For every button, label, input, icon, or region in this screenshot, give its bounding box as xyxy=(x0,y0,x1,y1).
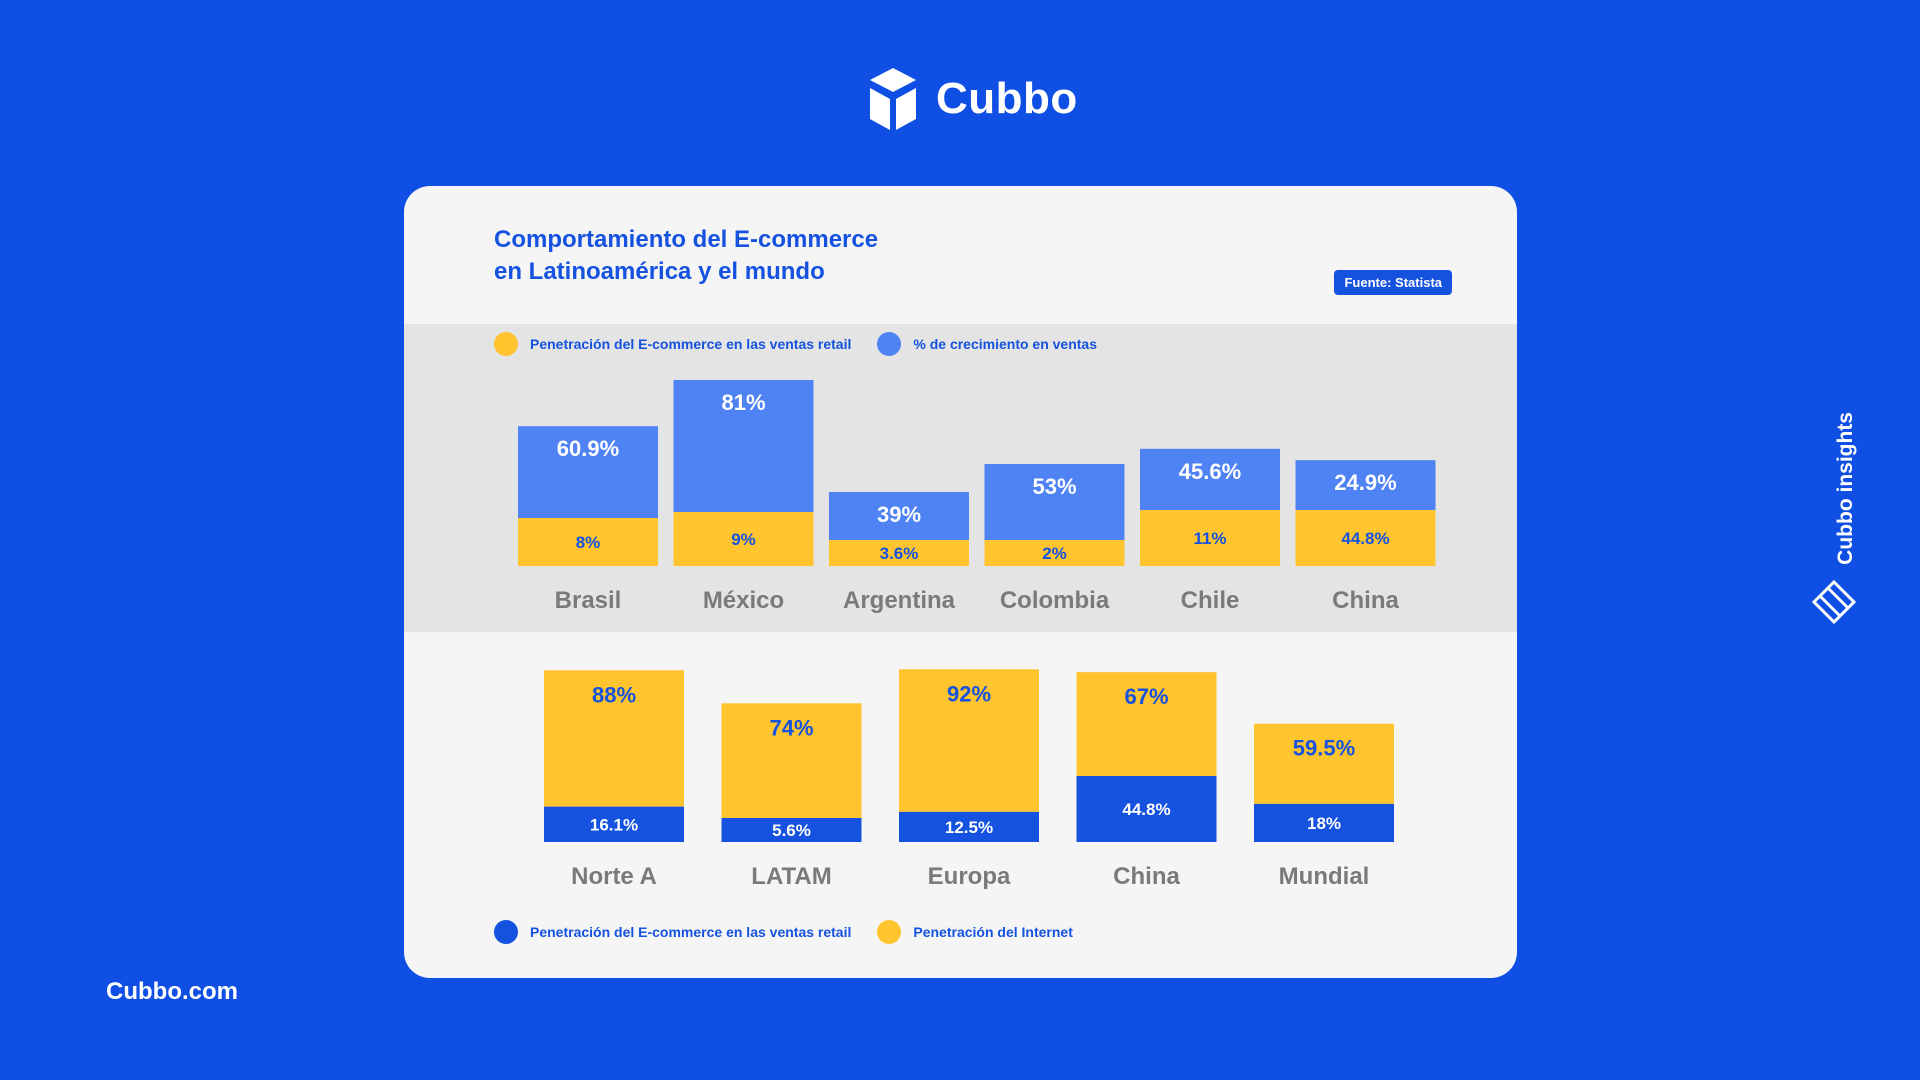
ecommerce-value-label: 18% xyxy=(1307,814,1341,833)
ecommerce-value-label: 44.8% xyxy=(1122,800,1170,819)
legend-top: Penetración del E-commerce en las ventas… xyxy=(494,332,1123,356)
chart-card: Comportamiento del E-commerce en Latinoa… xyxy=(404,186,1517,978)
growth-value-label: 60.9% xyxy=(557,436,619,461)
category-label: LATAM xyxy=(751,863,831,890)
internet-value-label: 59.5% xyxy=(1293,736,1355,761)
brand-name: Cubbo xyxy=(936,74,1078,123)
penetration-value-label: 44.8% xyxy=(1341,529,1389,548)
dark-blue-dot-icon xyxy=(494,920,518,944)
ecommerce-value-label: 12.5% xyxy=(945,818,993,837)
internet-bar xyxy=(1254,723,1394,804)
source-badge: Fuente: Statista xyxy=(1334,270,1452,295)
growth-value-label: 81% xyxy=(721,390,765,415)
internet-bar xyxy=(1076,672,1217,776)
growth-value-label: 53% xyxy=(1032,474,1076,499)
footer-url[interactable]: Cubbo.com xyxy=(106,978,238,1005)
internet-bar xyxy=(721,703,862,818)
growth-value-label: 45.6% xyxy=(1179,459,1241,484)
chart-title-line-1: Comportamiento del E-commerce xyxy=(494,226,879,253)
category-label: Mundial xyxy=(1279,863,1370,890)
legend-bottom-penetration: Penetración del E-commerce en las ventas… xyxy=(494,920,851,944)
growth-bar xyxy=(984,464,1125,540)
ecommerce-bar xyxy=(1254,803,1394,842)
growth-value-label: 24.9% xyxy=(1334,470,1396,495)
penetration-bar xyxy=(829,540,969,566)
category-label: Colombia xyxy=(1000,587,1110,614)
ecommerce-value-label: 16.1% xyxy=(590,815,638,834)
penetration-bar xyxy=(1295,510,1436,566)
growth-bar xyxy=(829,492,969,540)
internet-value-label: 92% xyxy=(947,681,991,706)
penetration-value-label: 9% xyxy=(731,530,756,549)
chart-title-line-2: en Latinoamérica y el mundo xyxy=(494,258,825,285)
ecommerce-bar xyxy=(899,811,1039,842)
cubbo-insights-text: Cubbo insights xyxy=(1834,412,1857,565)
internet-bar xyxy=(899,669,1039,812)
ecommerce-bar xyxy=(721,818,862,842)
category-label: México xyxy=(703,587,784,614)
internet-value-label: 88% xyxy=(592,682,636,707)
ecommerce-value-label: 5.6% xyxy=(772,821,811,840)
category-label: China xyxy=(1113,863,1180,890)
yellow-dot-icon xyxy=(494,332,518,356)
yellow-dot-icon xyxy=(877,920,902,944)
penetration-value-label: 3.6% xyxy=(880,544,919,563)
category-label: Norte A xyxy=(571,863,657,890)
internet-value-label: 67% xyxy=(1124,684,1168,709)
penetration-value-label: 11% xyxy=(1193,529,1226,548)
penetration-value-label: 2% xyxy=(1042,544,1067,563)
diamond-layers-icon xyxy=(1811,579,1857,625)
legend-bottom-penetration-label: Penetración del E-commerce en las ventas… xyxy=(530,924,852,940)
ecommerce-bar xyxy=(544,806,684,842)
legend-bottom-internet-label: Penetración del Internet xyxy=(913,924,1073,940)
legend-bottom-internet: Penetración del Internet xyxy=(877,920,1073,944)
bottom-stacked-bar-chart: 88% 16.1% Norte A 74% 5.6% LATAM 92% 12.5% Europ… xyxy=(544,669,1394,890)
legend-top-penetration-label: Penetración del E-commerce en las ventas… xyxy=(530,336,852,352)
growth-value-label: 39% xyxy=(877,502,921,527)
category-label: Europa xyxy=(928,863,1011,890)
penetration-bar xyxy=(673,512,814,566)
category-label: Argentina xyxy=(843,587,956,614)
penetration-value-label: 8% xyxy=(576,533,601,552)
penetration-bar xyxy=(984,540,1125,566)
light-blue-dot-icon xyxy=(877,332,902,356)
growth-bar xyxy=(1295,460,1436,510)
penetration-bar xyxy=(518,518,658,566)
penetration-bar xyxy=(1140,510,1280,566)
legend-top-growth: % de crecimiento en ventas xyxy=(877,332,1097,356)
chart-title: Comportamiento del E-commerce en Latinoa… xyxy=(494,224,1014,288)
internet-bar xyxy=(544,670,684,807)
category-label: Chile xyxy=(1181,587,1240,614)
growth-bar xyxy=(673,380,814,512)
category-label: China xyxy=(1332,587,1399,614)
ecommerce-bar xyxy=(1076,776,1217,842)
legend-bottom: Penetración del E-commerce en las ventas… xyxy=(494,920,1099,944)
brand-logo: Cubbo xyxy=(866,64,1078,134)
cubbo-cube-icon xyxy=(870,68,916,130)
category-label: Brasil xyxy=(555,587,622,614)
growth-bar xyxy=(1140,448,1280,510)
legend-top-penetration: Penetración del E-commerce en las ventas… xyxy=(494,332,851,356)
growth-bar xyxy=(518,426,658,518)
internet-value-label: 74% xyxy=(769,715,813,740)
legend-top-growth-label: % de crecimiento en ventas xyxy=(913,336,1098,352)
top-stacked-bar-chart: 60.9% 8% Brasil 81% 9% México 39% 3.6% Argentina… xyxy=(518,380,1436,614)
